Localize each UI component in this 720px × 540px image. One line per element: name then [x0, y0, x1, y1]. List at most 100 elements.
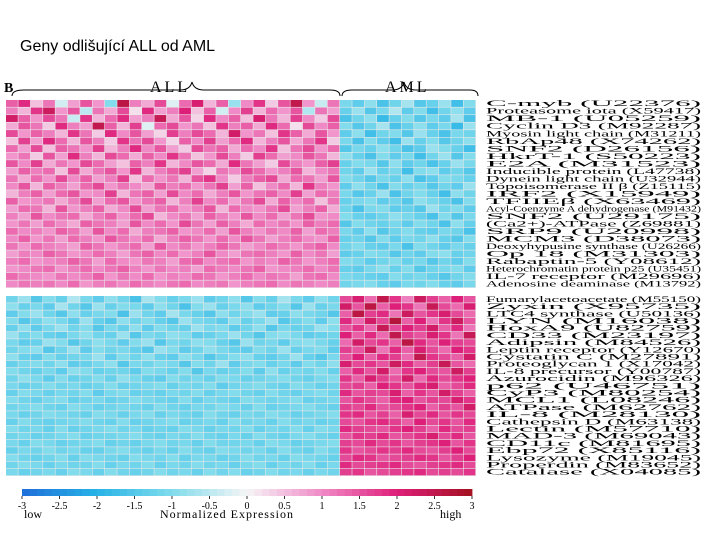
- heatmap-cell: [80, 303, 92, 310]
- heatmap-cell: [142, 250, 154, 258]
- heatmap-cell: [92, 235, 105, 243]
- heatmap-cell: [92, 468, 105, 476]
- heatmap-cell: [377, 205, 389, 213]
- heatmap-cell: [142, 324, 154, 332]
- heatmap-cell: [228, 205, 241, 213]
- heatmap-cell: [228, 310, 241, 317]
- heatmap-cell: [302, 220, 315, 228]
- heatmap-cell: [179, 235, 191, 243]
- heatmap-cell: [43, 212, 55, 220]
- heatmap-cell: [377, 324, 389, 332]
- heatmap-cell: [67, 145, 80, 153]
- heatmap-cell: [315, 212, 327, 220]
- heatmap-cell: [290, 235, 303, 243]
- heatmap-cell: [377, 257, 389, 265]
- heatmap-cell: [67, 190, 80, 198]
- heatmap-cell: [129, 296, 142, 303]
- heatmap-cell: [166, 235, 179, 243]
- heatmap-cell: [426, 447, 439, 454]
- heatmap-cell: [364, 432, 377, 440]
- heatmap-cell: [55, 167, 68, 175]
- heatmap-cell: [278, 296, 290, 303]
- heatmap-cell: [377, 375, 389, 382]
- heatmap-cell: [463, 242, 476, 250]
- heatmap-cell: [352, 182, 365, 190]
- heatmap-cell: [179, 353, 191, 361]
- heatmap-cell: [154, 257, 167, 265]
- heatmap-cell: [241, 235, 253, 243]
- heatmap-cell: [302, 205, 315, 213]
- heatmap-cell: [241, 160, 253, 168]
- heatmap-cell: [67, 418, 80, 425]
- heatmap-cell: [92, 296, 105, 303]
- color-scale-segment: [22, 489, 30, 496]
- heatmap-cell: [154, 440, 167, 447]
- heatmap-cell: [389, 167, 402, 175]
- heatmap-cell: [253, 382, 266, 389]
- heatmap-cell: [67, 137, 80, 145]
- heatmap-cell: [414, 317, 426, 325]
- heatmap-cell: [129, 468, 142, 476]
- heatmap-cell: [216, 389, 229, 397]
- heatmap-cell: [179, 461, 191, 469]
- heatmap-cell: [92, 205, 105, 213]
- color-scale-segment: [397, 489, 405, 496]
- heatmap-cell: [302, 272, 315, 280]
- heatmap-cell: [389, 242, 402, 250]
- heatmap-cell: [241, 250, 253, 258]
- heatmap-cell: [339, 296, 352, 303]
- heatmap-cell: [30, 265, 43, 273]
- heatmap-cell: [265, 190, 278, 198]
- heatmap-cell: [80, 440, 92, 447]
- gene-label: MAD-3 (M69043): [486, 432, 702, 441]
- color-scale-segment: [262, 489, 270, 496]
- heatmap-cell: [377, 310, 389, 317]
- heatmap-cell: [228, 182, 241, 190]
- heatmap-cell: [18, 389, 31, 397]
- heatmap-cell: [166, 115, 179, 122]
- heatmap-cell: [302, 250, 315, 258]
- heatmap-cell: [228, 160, 241, 168]
- heatmap-cell: [389, 468, 402, 476]
- heatmap-cell: [426, 100, 439, 107]
- heatmap-cell: [67, 167, 80, 175]
- heatmap-cell: [414, 130, 426, 137]
- heatmap-cell: [203, 432, 216, 440]
- heatmap-cell: [253, 375, 266, 382]
- heatmap-cell: [339, 122, 352, 130]
- heatmap-cell: [191, 425, 204, 433]
- heatmap-cell: [253, 454, 266, 461]
- heatmap-cell: [43, 303, 55, 310]
- heatmap-cell: [191, 122, 204, 130]
- heatmap-cell: [265, 107, 278, 115]
- heatmap-cell: [377, 353, 389, 361]
- heatmap-cell: [166, 296, 179, 303]
- heatmap-cell: [414, 368, 426, 375]
- heatmap-cell: [438, 353, 451, 361]
- heatmap-cell: [154, 197, 167, 205]
- heatmap-cell: [55, 212, 68, 220]
- heatmap-cell: [30, 115, 43, 122]
- heatmap-cell: [18, 382, 31, 389]
- heatmap-cell: [104, 197, 117, 205]
- heatmap-cell: [290, 454, 303, 461]
- heatmap-cell: [18, 440, 31, 447]
- heatmap-cell: [451, 212, 464, 220]
- heatmap-cell: [463, 272, 476, 280]
- heatmap-cell: [377, 468, 389, 476]
- heatmap-cell: [451, 100, 464, 107]
- heatmap-cell: [302, 175, 315, 183]
- heatmap-cell: [216, 310, 229, 317]
- heatmap-cell: [67, 265, 80, 273]
- heatmap-cell: [154, 296, 167, 303]
- heatmap-cell: [30, 100, 43, 107]
- heatmap-cell: [6, 332, 18, 339]
- heatmap-cell: [265, 468, 278, 476]
- heatmap-cell: [154, 360, 167, 368]
- heatmap-cell: [166, 440, 179, 447]
- heatmap-cell: [302, 197, 315, 205]
- heatmap-cell: [228, 440, 241, 447]
- heatmap-cell: [6, 272, 18, 280]
- heatmap-cell: [166, 346, 179, 353]
- heatmap-cell: [352, 130, 365, 137]
